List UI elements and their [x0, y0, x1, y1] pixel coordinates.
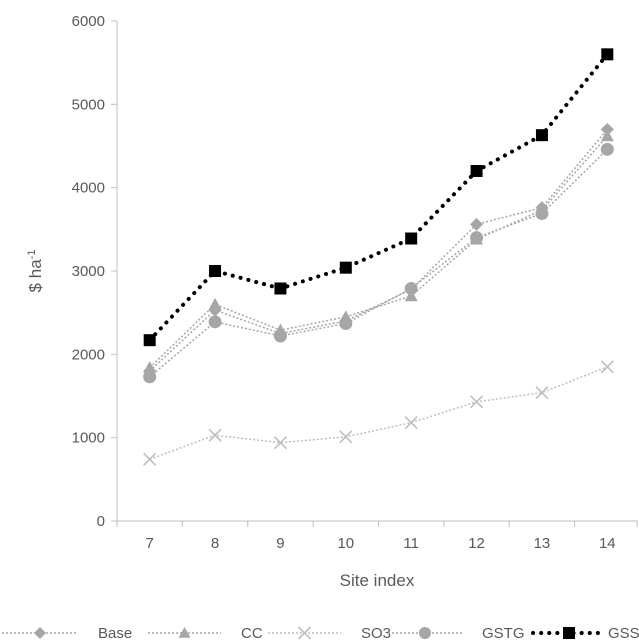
data-point [143, 361, 157, 373]
y-tick-label: 6000 [72, 13, 105, 30]
legend-marker [178, 627, 191, 638]
data-point [600, 129, 614, 142]
data-point [208, 428, 222, 442]
legend-marker [34, 627, 46, 639]
data-point [274, 282, 287, 295]
data-point [339, 430, 353, 444]
series-so3 [143, 360, 614, 466]
data-point [339, 317, 353, 330]
data-point [535, 207, 549, 220]
y-axis-title-superscript: -1 [26, 250, 38, 260]
data-point [273, 436, 288, 450]
legend-item-base: Base [2, 625, 132, 642]
legend-marker [297, 626, 312, 640]
axes: 0 1000 2000 3000 4000 5000 6000 7 8 9 10 11 12 13 14 [72, 13, 638, 552]
legend-marker [563, 627, 575, 639]
series-gsse [143, 48, 614, 347]
series-line-so3 [149, 366, 608, 461]
legend-label: SO3 [361, 625, 391, 642]
series-layer [143, 48, 614, 466]
data-point [143, 334, 156, 347]
legend: Base CC SO3 GSTG GSSE [2, 625, 639, 642]
series-base [143, 122, 614, 378]
data-point [469, 395, 484, 409]
data-point [208, 315, 222, 329]
legend-marker [419, 627, 431, 639]
x-tick-label: 10 [337, 535, 354, 552]
legend-label: Base [98, 625, 132, 642]
legend-item-cc: CC [148, 625, 263, 642]
data-point [470, 165, 483, 177]
data-point [404, 289, 418, 302]
data-point [209, 265, 222, 277]
data-point [600, 122, 614, 136]
data-point [404, 282, 418, 295]
series-gstg [143, 142, 614, 384]
y-tick-label: 3000 [72, 263, 105, 280]
data-point [404, 416, 418, 430]
y-axis-title: $ ha-1 [26, 250, 45, 293]
legend-item-gstg: GSTG [388, 625, 525, 642]
legend-label: CC [241, 625, 263, 642]
y-tick-label: 5000 [72, 96, 105, 113]
data-point [535, 129, 548, 142]
x-axis-title: Site index [340, 571, 415, 590]
y-axis-title-main: $ ha [26, 259, 45, 293]
data-point [143, 452, 157, 466]
y-tick-label: 4000 [72, 180, 105, 197]
data-point [405, 232, 418, 245]
x-tick-label: 8 [211, 535, 219, 552]
legend-item-gsse: GSSE [531, 625, 639, 642]
data-point [601, 48, 614, 61]
data-point [208, 297, 222, 310]
x-tick-label: 12 [468, 535, 485, 552]
legend-label: GSSE [608, 625, 639, 642]
data-point [339, 261, 352, 274]
y-tick-label: 1000 [72, 430, 105, 447]
y-tick-label: 2000 [72, 346, 105, 363]
data-point [470, 217, 484, 231]
series-line-gstg [149, 148, 608, 378]
x-tick-label: 14 [599, 535, 616, 552]
y-tick-label: 0 [97, 513, 105, 530]
data-point [600, 142, 614, 156]
x-tick-label: 11 [403, 535, 419, 552]
data-point [600, 360, 614, 374]
x-tick-label: 13 [534, 535, 551, 552]
legend-label: GSTG [482, 625, 525, 642]
data-point [143, 370, 157, 384]
x-tick-label: 7 [146, 535, 154, 552]
data-point [535, 386, 549, 400]
data-point [470, 231, 484, 245]
data-point [273, 329, 287, 343]
x-tick-label: 9 [276, 535, 284, 552]
series-line-gsse [147, 52, 610, 343]
legend-item-so3: SO3 [268, 625, 391, 642]
series-line-base [149, 128, 608, 372]
